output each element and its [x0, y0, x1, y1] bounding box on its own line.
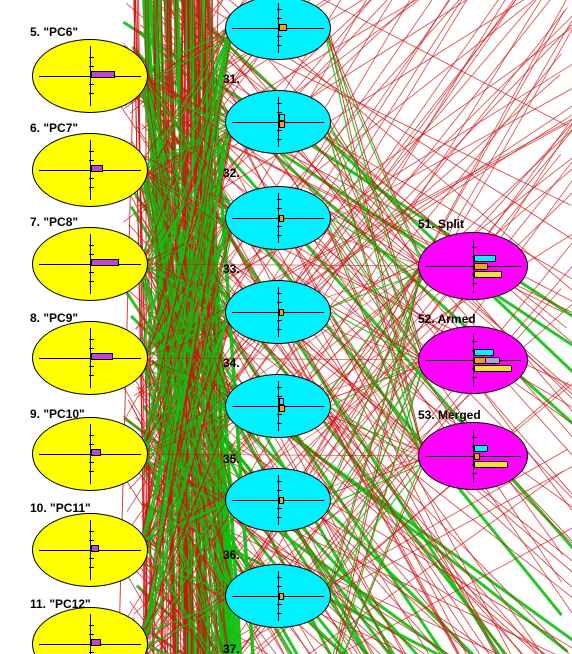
node-label-y11: 11. "PC12" [30, 597, 91, 611]
bar [91, 165, 103, 172]
node-c31 [225, 90, 331, 154]
bar [474, 255, 496, 262]
node-label-y6: 6. "PC7" [30, 121, 78, 135]
bar [91, 639, 101, 646]
node-label-c35: 35. [223, 452, 240, 466]
node-c35 [225, 468, 331, 532]
node-y5 [32, 39, 148, 113]
bar [279, 121, 285, 128]
node-c34 [225, 374, 331, 438]
bar [279, 398, 284, 405]
bar [91, 259, 119, 266]
diagram-canvas: 5. "PC6" 6. "PC7" 7. "PC8" 8. "PC9" 9. "PC10… [0, 0, 572, 654]
node-label-c33: 33. [223, 262, 240, 276]
bar [279, 497, 284, 504]
node-m53 [418, 422, 528, 490]
bar [474, 357, 486, 364]
bar [474, 445, 488, 452]
node-c36 [225, 564, 331, 628]
node-label-m53: 53. Merged [418, 408, 481, 422]
node-label-y5: 5. "PC6" [30, 25, 78, 39]
node-label-y7: 7. "PC8" [30, 215, 78, 229]
node-m51 [418, 232, 528, 300]
node-label-c34: 34. [223, 356, 240, 370]
node-label-y10: 10. "PC11" [30, 501, 91, 515]
node-y10 [32, 513, 148, 587]
node-label-c31: 31. [223, 72, 240, 86]
bar [91, 449, 101, 456]
node-c30 [225, 0, 331, 60]
node-y11 [32, 607, 148, 654]
node-c33 [225, 280, 331, 344]
bar [91, 545, 99, 552]
bar [279, 114, 285, 121]
bar [474, 263, 488, 270]
bar [279, 405, 285, 412]
node-label-c37: 37. [223, 642, 240, 654]
node-label-m51: 51. Split [418, 217, 464, 231]
bar [474, 461, 508, 468]
bar [474, 349, 494, 356]
bar [91, 353, 113, 360]
node-c32 [225, 186, 331, 250]
bar [279, 215, 284, 222]
bar [474, 271, 502, 278]
node-label-y9: 9. "PC10" [30, 407, 85, 421]
node-label-m52: 52. Armed [418, 312, 476, 326]
bar [474, 453, 480, 460]
node-y6 [32, 133, 148, 207]
bar [279, 24, 287, 31]
bar [279, 593, 284, 600]
node-y7 [32, 227, 148, 301]
bar [474, 365, 512, 372]
node-label-c32: 32. [223, 166, 240, 180]
node-y8 [32, 321, 148, 395]
bar [279, 309, 284, 316]
bar [91, 71, 115, 78]
node-label-c36: 36. [223, 548, 240, 562]
node-label-y8: 8. "PC9" [30, 311, 78, 325]
node-y9 [32, 417, 148, 491]
node-m52 [418, 326, 528, 394]
